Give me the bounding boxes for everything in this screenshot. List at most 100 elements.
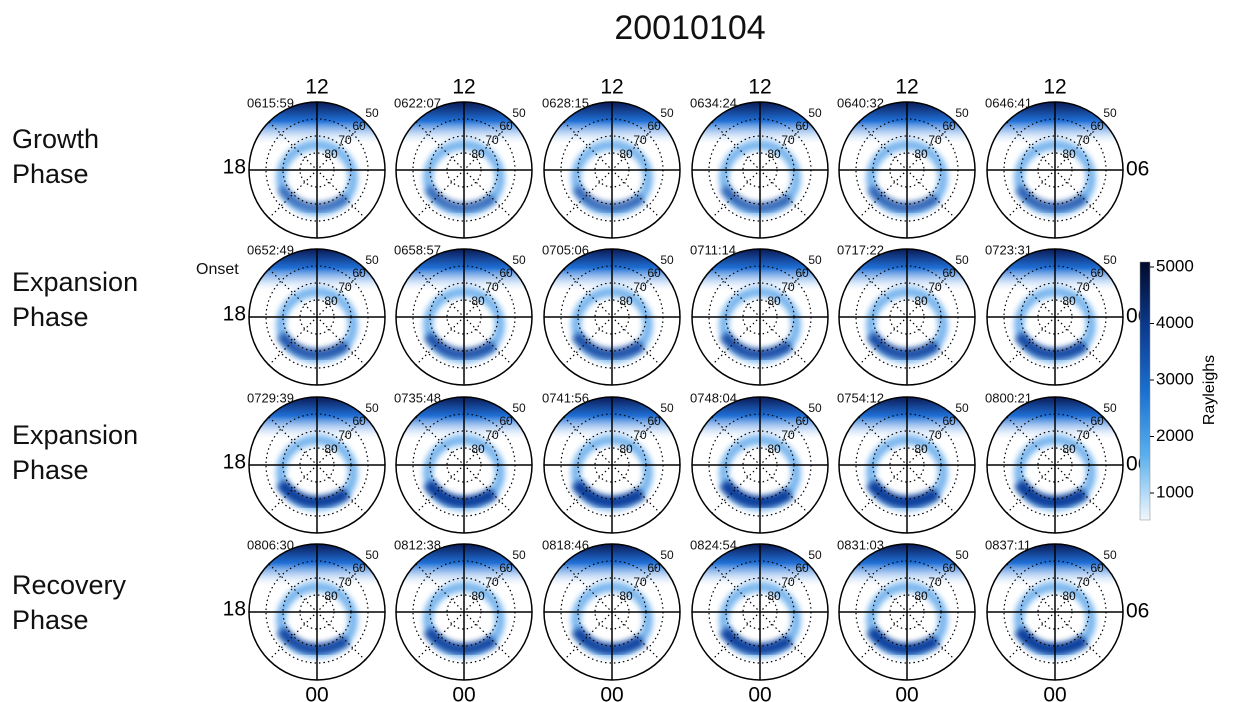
- mlt-left: 18: [223, 303, 246, 326]
- latitude-label: 70: [781, 575, 795, 589]
- latitude-label: 60: [647, 266, 661, 280]
- latitude-label: 50: [365, 548, 379, 562]
- colorbar-tick-label: 5000: [1156, 256, 1194, 275]
- latitude-label: 80: [914, 294, 928, 308]
- timestamp: 0628:15: [542, 95, 589, 110]
- timestamp: 0806:30: [247, 537, 294, 552]
- latitude-label: 70: [485, 133, 499, 147]
- timestamp: 0837:11: [985, 537, 1031, 552]
- timestamp: 0824:54: [690, 537, 737, 552]
- latitude-label: 60: [1090, 561, 1104, 575]
- latitude-label: 60: [795, 119, 809, 133]
- timestamp: 0723:31: [985, 242, 1032, 257]
- colorbar-tick-label: 4000: [1156, 313, 1194, 332]
- latitude-label: 80: [471, 147, 485, 161]
- latitude-label: 60: [499, 266, 513, 280]
- row-label: Recovery Phase: [12, 568, 182, 638]
- latitude-label: 50: [1103, 253, 1117, 267]
- mlt-right: 06: [1126, 158, 1149, 181]
- latitude-label: 80: [324, 442, 338, 456]
- latitude-label: 80: [767, 294, 781, 308]
- latitude-label: 70: [781, 428, 795, 442]
- latitude-label: 80: [471, 589, 485, 603]
- figure-canvas: 20010104 0615:595060708012180622:0750607…: [0, 0, 1233, 702]
- latitude-label: 80: [471, 442, 485, 456]
- mlt-left: 18: [223, 156, 246, 179]
- latitude-label: 70: [633, 133, 647, 147]
- latitude-label: 50: [660, 548, 674, 562]
- latitude-label: 70: [633, 575, 647, 589]
- latitude-label: 60: [499, 561, 513, 575]
- latitude-label: 60: [942, 414, 956, 428]
- latitude-label: 80: [619, 442, 633, 456]
- latitude-label: 70: [485, 575, 499, 589]
- latitude-label: 50: [660, 401, 674, 415]
- latitude-label: 80: [767, 147, 781, 161]
- timestamp: 0741:56: [542, 390, 589, 405]
- latitude-label: 60: [647, 414, 661, 428]
- timestamp: 0735:48: [394, 390, 441, 405]
- latitude-label: 70: [1076, 133, 1090, 147]
- latitude-label: 70: [338, 133, 352, 147]
- figure-title: 20010104: [614, 9, 765, 47]
- latitude-label: 80: [1062, 294, 1076, 308]
- latitude-label: 70: [338, 575, 352, 589]
- figure: 20010104 0615:595060708012180622:0750607…: [0, 0, 1233, 702]
- latitude-label: 60: [352, 414, 366, 428]
- timestamp: 0658:57: [394, 242, 441, 257]
- latitude-label: 80: [767, 442, 781, 456]
- latitude-label: 60: [647, 119, 661, 133]
- mlt-top: 12: [895, 76, 918, 99]
- timestamp: 0640:32: [837, 95, 884, 110]
- latitude-label: 70: [338, 280, 352, 294]
- latitude-label: 70: [781, 280, 795, 294]
- latitude-label: 70: [485, 280, 499, 294]
- latitude-label: 80: [619, 294, 633, 308]
- colorbar-label: Rayleighs: [1201, 355, 1218, 425]
- latitude-label: 50: [955, 401, 969, 415]
- latitude-label: 50: [660, 253, 674, 267]
- latitude-label: 50: [955, 548, 969, 562]
- colorbar-tick-label: 2000: [1156, 426, 1194, 445]
- latitude-label: 60: [499, 414, 513, 428]
- latitude-label: 80: [914, 589, 928, 603]
- latitude-label: 60: [942, 119, 956, 133]
- latitude-label: 60: [352, 266, 366, 280]
- latitude-label: 60: [352, 561, 366, 575]
- latitude-label: 60: [795, 561, 809, 575]
- mlt-right: 06: [1126, 600, 1149, 623]
- latitude-label: 80: [914, 147, 928, 161]
- latitude-label: 50: [1103, 548, 1117, 562]
- mlt-bottom: 00: [305, 684, 328, 702]
- latitude-label: 80: [1062, 589, 1076, 603]
- mlt-bottom: 00: [452, 684, 475, 702]
- row-label: Growth Phase: [12, 122, 182, 192]
- row-label: Expansion Phase: [12, 265, 182, 335]
- latitude-label: 70: [781, 133, 795, 147]
- timestamp: 0622:07: [394, 95, 441, 110]
- timestamp: 0729:39: [247, 390, 294, 405]
- latitude-label: 60: [795, 266, 809, 280]
- latitude-label: 60: [1090, 119, 1104, 133]
- latitude-label: 50: [955, 253, 969, 267]
- latitude-label: 80: [324, 294, 338, 308]
- timestamp: 0634:24: [690, 95, 737, 110]
- mlt-bottom: 00: [1043, 684, 1066, 702]
- timestamp: 0711:14: [690, 242, 736, 257]
- latitude-label: 60: [1090, 266, 1104, 280]
- mlt-left: 18: [223, 598, 246, 621]
- latitude-label: 50: [365, 253, 379, 267]
- timestamp: 0705:06: [542, 242, 589, 257]
- latitude-label: 50: [660, 106, 674, 120]
- latitude-label: 50: [808, 401, 822, 415]
- latitude-label: 70: [633, 280, 647, 294]
- mlt-top: 12: [305, 76, 328, 99]
- timestamp: 0818:46: [542, 537, 589, 552]
- mlt-bottom: 00: [600, 684, 623, 702]
- latitude-label: 80: [471, 294, 485, 308]
- latitude-label: 60: [942, 561, 956, 575]
- mlt-bottom: 00: [748, 684, 771, 702]
- latitude-label: 50: [808, 253, 822, 267]
- latitude-label: 60: [352, 119, 366, 133]
- timestamp: 0812:38: [394, 537, 441, 552]
